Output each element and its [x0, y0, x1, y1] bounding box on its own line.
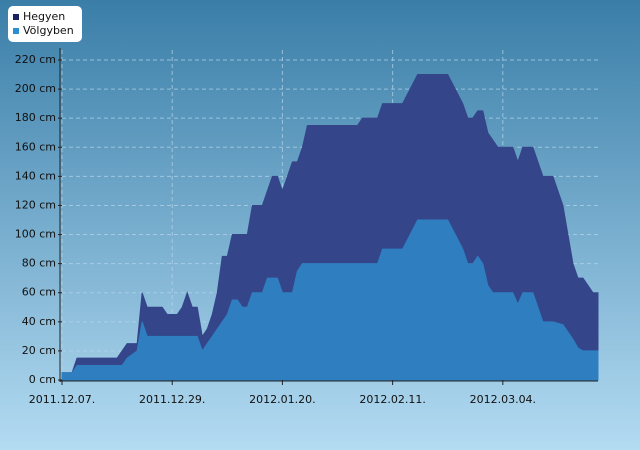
y-tick-label: 200 cm: [15, 82, 56, 95]
x-tick-label: 2012.03.04.: [470, 393, 536, 406]
x-tick-label: 2012.02.11.: [359, 393, 425, 406]
legend-label: Hegyen: [23, 10, 65, 23]
legend-box: [8, 6, 82, 42]
x-tick-label: 2012.01.20.: [249, 393, 315, 406]
y-tick-label: 80 cm: [22, 257, 56, 270]
y-tick-label: 180 cm: [15, 111, 56, 124]
y-tick-label: 40 cm: [22, 315, 56, 328]
x-tick-label: 2011.12.29.: [139, 393, 205, 406]
y-tick-label: 140 cm: [15, 169, 56, 182]
legend-swatch: [13, 28, 19, 34]
legend-swatch: [13, 14, 19, 20]
y-tick-label: 160 cm: [15, 140, 56, 153]
y-tick-label: 0 cm: [29, 373, 56, 386]
y-tick-label: 100 cm: [15, 228, 56, 241]
area: [61, 219, 599, 381]
y-tick-label: 60 cm: [22, 286, 56, 299]
x-tick-label: 2011.12.07.: [29, 393, 95, 406]
y-tick-label: 20 cm: [22, 344, 56, 357]
y-tick-label: 220 cm: [15, 53, 56, 66]
legend-label: Völgyben: [23, 24, 74, 37]
y-tick-label: 120 cm: [15, 198, 56, 211]
